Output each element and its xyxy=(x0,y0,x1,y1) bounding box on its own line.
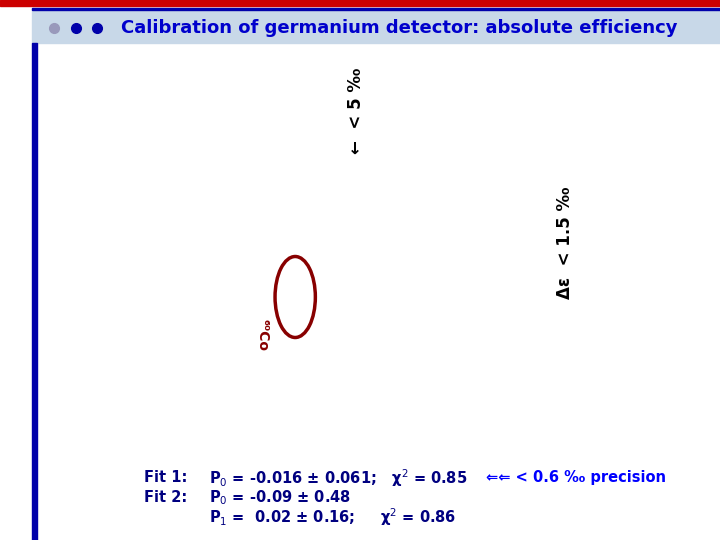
Text: Fit 1:: Fit 1: xyxy=(144,470,187,485)
Text: P$_1$ =  0.02 ± 0.16;     χ$^2$ = 0.86: P$_1$ = 0.02 ± 0.16; χ$^2$ = 0.86 xyxy=(209,507,456,528)
Text: ⁶⁰Co: ⁶⁰Co xyxy=(256,319,270,351)
Bar xyxy=(0,0,720,6)
Text: P$_0$ = -0.016 ± 0.061;   χ$^2$ = 0.85: P$_0$ = -0.016 ± 0.061; χ$^2$ = 0.85 xyxy=(209,467,467,489)
Bar xyxy=(32,8,720,10)
Text: ←  < 5 ‰: ← < 5 ‰ xyxy=(347,68,365,154)
Text: ⇐⇐ < 0.6 ‰ precision: ⇐⇐ < 0.6 ‰ precision xyxy=(486,470,666,485)
Text: Calibration of germanium detector: absolute efficiency: Calibration of germanium detector: absol… xyxy=(121,19,678,37)
Bar xyxy=(32,43,37,540)
Bar xyxy=(32,8,720,43)
Text: Δε  < 1.5 ‰: Δε < 1.5 ‰ xyxy=(557,187,575,299)
Text: P$_0$ = -0.09 ± 0.48: P$_0$ = -0.09 ± 0.48 xyxy=(209,489,351,507)
Text: Fit 2:: Fit 2: xyxy=(144,490,187,505)
